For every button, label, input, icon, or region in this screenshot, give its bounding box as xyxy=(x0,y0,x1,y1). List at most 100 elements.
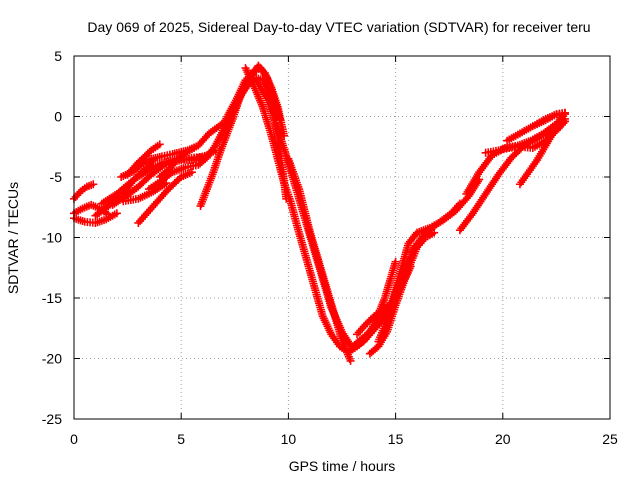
data-point-trail xyxy=(93,203,111,219)
data-point-trail xyxy=(306,229,324,270)
data-point-trail xyxy=(350,336,364,349)
x-tick-label: 10 xyxy=(281,431,297,447)
data-point-trail xyxy=(274,157,288,185)
data-point-trail xyxy=(250,84,266,109)
x-tick-label: 25 xyxy=(602,431,618,447)
data-point-trail xyxy=(376,310,390,325)
data-point-trail xyxy=(530,137,548,151)
data-point-trail xyxy=(359,329,373,342)
data-point-trail xyxy=(287,199,301,228)
data-point-trail xyxy=(541,121,559,137)
x-tick-label: 15 xyxy=(388,431,404,447)
data-point-trail xyxy=(375,317,391,344)
data-point-trail xyxy=(507,143,522,152)
data-point-trail xyxy=(123,184,141,199)
data-series-16 xyxy=(284,154,355,365)
data-point-trail xyxy=(216,133,230,155)
x-tick-label: 5 xyxy=(177,431,185,447)
data-point-trail xyxy=(147,179,162,192)
data-point-trail xyxy=(104,210,119,223)
data-point-trail xyxy=(149,141,162,153)
data-point-trail xyxy=(392,267,408,295)
data-point-trail xyxy=(372,307,385,319)
data-series-9 xyxy=(123,140,164,179)
data-point-trail xyxy=(83,218,97,227)
data-point-trail xyxy=(192,152,207,162)
data-point-trail xyxy=(381,259,399,300)
data-point-trail xyxy=(293,223,309,258)
data-point-trail xyxy=(328,332,343,349)
data-point-trail xyxy=(319,314,335,337)
data-point-trail xyxy=(85,181,96,190)
data-series-20 xyxy=(374,248,417,346)
data-point-trail xyxy=(285,157,303,191)
data-point-trail xyxy=(135,147,154,165)
data-point-trail xyxy=(125,160,141,177)
data-point-trail xyxy=(151,180,169,195)
x-tick-label: 20 xyxy=(495,431,511,447)
x-axis-label: GPS time / hours xyxy=(289,458,396,474)
data-point-trail xyxy=(255,63,268,76)
x-tick-label: 0 xyxy=(70,431,78,447)
data-point-trail xyxy=(280,181,294,203)
data-point-trail xyxy=(204,143,219,160)
data-point-trail xyxy=(197,187,211,208)
data-point-trail xyxy=(392,279,408,308)
y-tick-label: -20 xyxy=(42,351,62,367)
data-series-25 xyxy=(515,117,569,189)
data-point-trail xyxy=(157,169,175,185)
data-point-trail xyxy=(174,150,188,163)
data-point-trail xyxy=(236,83,249,102)
data-point-trail xyxy=(543,112,557,123)
data-point-trail xyxy=(136,188,156,202)
data-point-trail xyxy=(401,264,414,283)
data-series-26 xyxy=(533,108,569,128)
data-point-trail xyxy=(80,201,94,212)
data-point xyxy=(112,209,121,218)
data-point xyxy=(408,248,417,257)
y-tick-label: -10 xyxy=(42,230,62,246)
data-point-trail xyxy=(383,303,399,334)
data-point-trail xyxy=(136,211,150,226)
data-point-trail xyxy=(157,167,171,180)
data-point-trail xyxy=(367,343,381,357)
data-point-trail xyxy=(153,186,171,206)
data-point-trail xyxy=(160,150,174,160)
data-point xyxy=(391,257,400,266)
data-series-1 xyxy=(70,180,98,203)
data-point-trail xyxy=(212,126,228,148)
data-point-trail xyxy=(317,265,335,306)
data-point xyxy=(430,228,439,237)
data-point-trail xyxy=(263,96,281,131)
data-point-trail xyxy=(554,112,568,126)
data-point-trail xyxy=(131,166,152,183)
y-axis-label: SDTVAR / TECUs xyxy=(5,182,21,294)
data-point-trail xyxy=(149,162,167,178)
data-point-trail xyxy=(274,105,288,138)
axis-ticks xyxy=(73,55,611,420)
data-point-trail xyxy=(72,205,85,217)
data-point-trail xyxy=(497,144,511,154)
data-point xyxy=(155,140,164,149)
data-point-trail xyxy=(295,187,314,234)
data-point-trail xyxy=(195,131,212,148)
data-point-trail xyxy=(505,130,522,144)
data-point-trail xyxy=(203,170,217,191)
data-point-trail xyxy=(463,170,483,196)
data-point-trail xyxy=(338,338,354,363)
data-point-trail xyxy=(196,155,210,168)
data-point-trail xyxy=(457,211,476,233)
data-point-trail xyxy=(179,169,194,181)
data-point-trail xyxy=(535,116,548,127)
data-point-trail xyxy=(144,201,158,216)
data-point-trail xyxy=(470,191,489,216)
data-point-trail xyxy=(401,250,416,271)
y-tick-label: -15 xyxy=(42,290,62,306)
data-point-trail xyxy=(327,302,346,343)
y-tick-label: 5 xyxy=(54,48,62,64)
chart-title: Day 069 of 2025, Sidereal Day-to-day VTE… xyxy=(87,19,590,35)
grid-lines xyxy=(74,56,610,419)
data-point-trail xyxy=(144,157,156,170)
data-series-12 xyxy=(155,143,199,181)
